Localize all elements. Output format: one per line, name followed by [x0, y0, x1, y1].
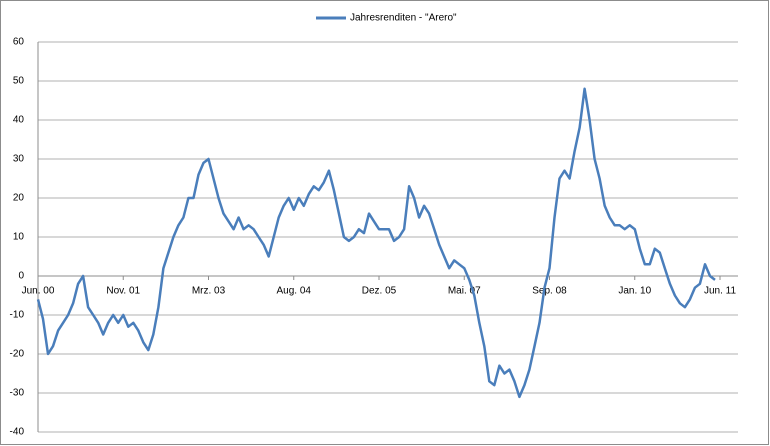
x-tick-label: Jun. 00: [22, 286, 55, 297]
y-tick-label: -10: [10, 310, 25, 321]
x-tick-label: Mrz. 03: [192, 286, 226, 297]
y-tick-label: 30: [13, 154, 25, 165]
y-tick-label: 0: [18, 271, 24, 282]
y-tick-label: 40: [13, 115, 25, 126]
x-tick-label: Aug. 04: [277, 286, 312, 297]
y-tick-label: -40: [10, 427, 25, 438]
y-tick-label: -20: [10, 349, 25, 360]
x-tick-label: Jun. 11: [704, 286, 736, 297]
y-tick-label: 60: [13, 37, 25, 48]
y-tick-label: -30: [10, 388, 25, 399]
legend-label: Jahresrenditen - "Arero": [350, 13, 457, 24]
x-tick-label: Nov. 01: [106, 286, 140, 297]
x-tick-label: Sep. 08: [532, 286, 567, 297]
x-tick-label: Dez. 05: [362, 286, 397, 297]
y-tick-label: 20: [13, 193, 25, 204]
x-tick-label: Jan. 10: [618, 286, 651, 297]
y-tick-label: 10: [13, 232, 25, 243]
x-tick-label: Mai. 07: [448, 286, 481, 297]
series-line: [36, 87, 716, 399]
y-tick-label: 50: [13, 76, 25, 87]
